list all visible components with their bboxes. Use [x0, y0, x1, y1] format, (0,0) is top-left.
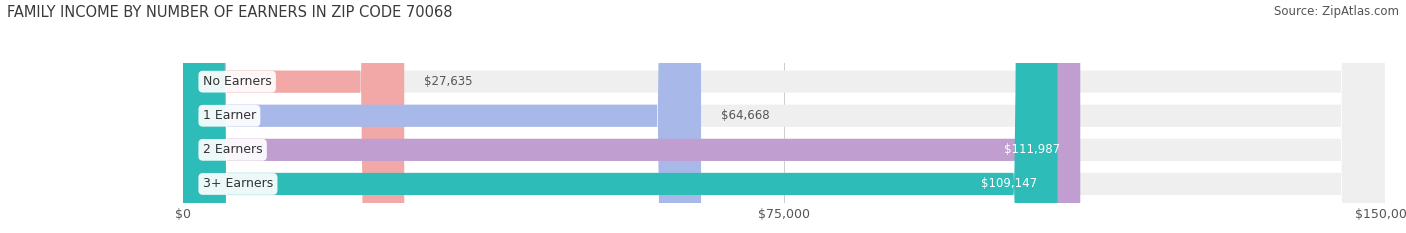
FancyBboxPatch shape: [183, 0, 702, 233]
Text: $109,147: $109,147: [981, 178, 1038, 190]
Text: FAMILY INCOME BY NUMBER OF EARNERS IN ZIP CODE 70068: FAMILY INCOME BY NUMBER OF EARNERS IN ZI…: [7, 5, 453, 20]
FancyBboxPatch shape: [183, 0, 1080, 233]
FancyBboxPatch shape: [183, 0, 1385, 233]
FancyBboxPatch shape: [183, 0, 1385, 233]
Text: Source: ZipAtlas.com: Source: ZipAtlas.com: [1274, 5, 1399, 18]
Text: 2 Earners: 2 Earners: [202, 143, 263, 156]
FancyBboxPatch shape: [183, 0, 1385, 233]
Text: 3+ Earners: 3+ Earners: [202, 178, 273, 190]
Text: $111,987: $111,987: [1004, 143, 1060, 156]
Text: $64,668: $64,668: [721, 109, 769, 122]
Text: 1 Earner: 1 Earner: [202, 109, 256, 122]
Text: $27,635: $27,635: [425, 75, 472, 88]
FancyBboxPatch shape: [183, 0, 1385, 233]
Text: No Earners: No Earners: [202, 75, 271, 88]
FancyBboxPatch shape: [183, 0, 405, 233]
FancyBboxPatch shape: [183, 0, 1057, 233]
